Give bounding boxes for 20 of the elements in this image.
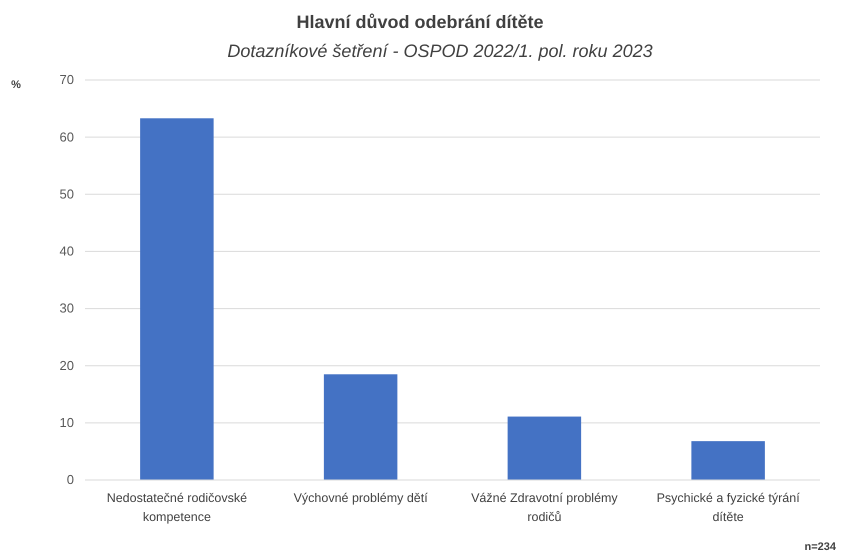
text: n=234 bbox=[804, 541, 837, 553]
x-tick-label: Nedostatečné rodičovské kompetence bbox=[106, 491, 248, 524]
y-tick-label: 60 bbox=[60, 129, 74, 144]
y-tick-label: 30 bbox=[60, 300, 74, 316]
bar bbox=[508, 416, 582, 480]
y-tick-label: 50 bbox=[60, 186, 74, 202]
bar bbox=[324, 374, 398, 480]
x-tick-label: Výchovné problémy dětí bbox=[294, 491, 428, 505]
bar bbox=[691, 441, 765, 480]
chart-title: Hlavní důvod odebrání dítěte bbox=[296, 12, 544, 32]
y-tick-label: 0 bbox=[66, 472, 74, 488]
y-tick-label: 40 bbox=[60, 244, 74, 259]
y-axis-title: % bbox=[11, 79, 22, 91]
bar bbox=[140, 118, 214, 480]
chart-subtitle: Dotazníkové šetření - OSPOD 2022/1. pol. roku 2023 bbox=[227, 41, 653, 61]
x-tick-label: Psychické a fyzické týrání dítěte bbox=[656, 491, 800, 524]
y-tick-label: 10 bbox=[60, 415, 74, 430]
y-tick-label: 70 bbox=[60, 72, 74, 88]
y-tick-label: 20 bbox=[60, 358, 74, 373]
x-tick-label: Vážné Zdravotní problémy rodičů bbox=[471, 491, 618, 524]
